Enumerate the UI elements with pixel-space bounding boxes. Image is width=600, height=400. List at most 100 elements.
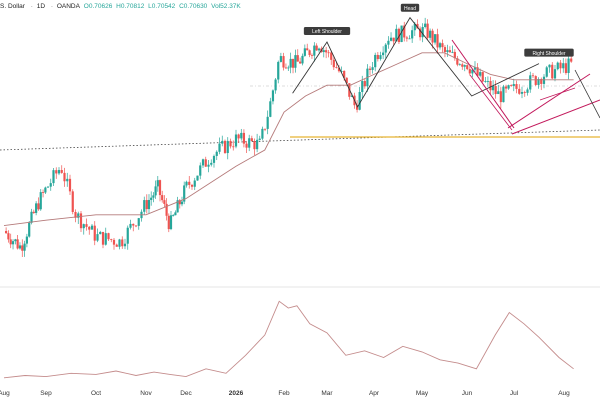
candle-body [291,58,295,68]
candle-body [93,225,96,241]
right-shoulder-label-box [524,48,574,57]
candle-body [526,89,529,93]
candle-body [23,243,26,251]
candle-body [104,233,107,245]
candle-body [400,25,403,43]
candle-body [71,191,74,212]
candle-body [376,54,379,60]
candle-body [494,86,497,95]
candle-body [129,223,132,228]
candle-body [479,72,482,76]
candle-body [446,50,449,53]
candle-body [411,30,414,39]
candle-body [248,138,251,148]
channel-lower [511,99,600,135]
candle-body [382,52,385,56]
candle-body [101,231,105,245]
candle-body [215,151,218,156]
wedge-line [539,87,576,101]
candle-body [510,85,513,87]
candle-body [282,56,285,68]
candle-body [68,178,72,192]
candle-body [85,224,88,227]
candle-body [188,181,191,185]
candle-body [489,80,492,91]
candle-body [193,180,196,187]
candle-body [178,200,181,205]
candle-body [433,34,437,43]
candle-body [562,63,565,69]
candle-body [559,62,562,69]
candle-body [266,116,269,129]
candle-body [421,27,424,38]
candle-body [165,203,168,216]
candle-body [158,180,162,196]
candle-body [250,138,253,141]
candle-body [88,226,91,230]
candle-body [154,186,157,196]
candle-body [156,180,159,187]
candle-body [431,30,434,43]
candle-body [443,47,447,53]
candle-body [52,170,55,184]
candle-body [361,81,364,93]
candle-body [448,50,451,53]
candle-body [473,67,477,70]
candle-body [271,90,275,102]
candle-body [345,77,348,84]
candle-body [112,239,116,245]
candle-body [497,91,500,95]
x-tick-label: Jun [462,390,473,397]
candle-body [350,95,354,97]
candle-body [44,187,47,193]
head-shoulders-pattern [292,16,540,108]
candle-body [570,58,573,62]
x-tick-label: Apr [369,390,380,397]
candle-body [301,55,304,64]
candle-body [363,81,366,87]
candle-body [11,241,15,245]
x-tick-label: Oct [91,390,101,397]
right-shoulder-label-group: Right Shoulder [524,48,574,57]
candle-body [204,159,207,167]
candle-body [237,134,240,139]
candle-body [413,23,416,31]
candle-body [327,52,330,54]
left-shoulder-label-group: Left Shoulder [303,27,351,35]
candle-body [150,197,153,200]
candle-body [306,48,309,51]
candle-body [395,28,398,42]
oscillator-pane [3,300,574,379]
x-tick-label: Jul [510,390,519,397]
right-shoulder-label: Right Shoulder [532,51,565,57]
candle-body [315,45,318,51]
candle-body [429,30,432,38]
candle-body [229,140,232,147]
candle-body [147,199,151,210]
candle-body [453,51,456,59]
candle-body [368,68,372,70]
candle-body [41,192,45,193]
candle-body [451,51,454,53]
candle-body [499,91,502,103]
candle-body [317,48,321,51]
candle-body [199,165,202,176]
candle-body [310,54,314,56]
candle-body [63,172,66,182]
candle-body [180,201,184,205]
candle-body [322,50,325,53]
candle-body [39,192,42,210]
candle-body [551,64,554,79]
candle-body [337,67,341,72]
candle-body [118,239,121,247]
x-tick-label: Nov [140,390,152,397]
candle-body [408,38,411,40]
price-pane: Left Shoulder Head Right Shoulder [0,3,600,288]
candle-body [226,140,229,154]
candle-body [537,79,540,85]
candle-body [303,48,306,56]
candle-body [35,203,38,213]
x-tick-label: Aug [558,390,570,397]
candle-body [491,86,495,91]
candle-body [18,245,22,249]
